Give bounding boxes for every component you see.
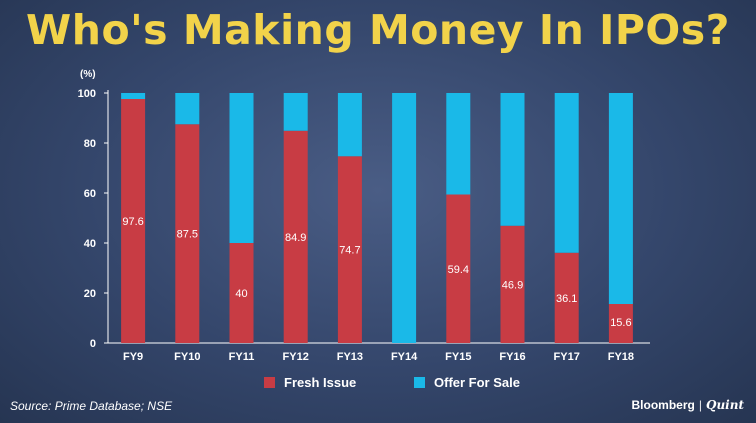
chart-title: Who's Making Money In IPOs? [26, 6, 730, 54]
brand-logo: Bloomberg | Quint [632, 398, 744, 412]
bar-offer-for-sale [500, 93, 525, 226]
x-tick-label: FY15 [445, 351, 471, 363]
data-label: 59.4 [448, 264, 469, 276]
x-tick-label: FY10 [174, 351, 200, 363]
x-tick-label: FY16 [499, 351, 525, 363]
data-label: 84.9 [285, 232, 306, 244]
legend-swatch-fresh-issue [264, 377, 275, 388]
bar-offer-for-sale [446, 93, 471, 195]
y-tick-label: 100 [78, 88, 96, 100]
brand-sub: Quint [705, 398, 744, 412]
bar-offer-for-sale [608, 93, 633, 304]
bar-offer-for-sale [229, 93, 254, 243]
bar-offer-for-sale [392, 93, 417, 343]
data-label: 87.5 [177, 229, 198, 241]
data-label: 74.7 [339, 245, 360, 257]
bar-fresh-issue [229, 243, 254, 343]
legend-swatch-offer-for-sale [414, 377, 425, 388]
bar-offer-for-sale [283, 93, 308, 131]
bar-fresh-issue [500, 225, 525, 343]
y-tick-label: 40 [84, 238, 96, 250]
bar-fresh-issue [446, 194, 471, 343]
bar-fresh-issue [608, 304, 633, 343]
data-label: 40 [235, 288, 247, 300]
y-axis-unit: (%) [80, 69, 96, 80]
legend-label-fresh-issue: Fresh Issue [284, 375, 356, 390]
bar-fresh-issue [283, 130, 308, 343]
brand-separator: | [698, 398, 702, 412]
data-label: 15.6 [610, 317, 631, 329]
data-label: 97.6 [122, 216, 143, 228]
x-tick-label: FY9 [123, 351, 143, 363]
y-tick-label: 0 [90, 338, 96, 350]
x-tick-label: FY12 [283, 351, 309, 363]
data-label: 46.9 [502, 279, 523, 291]
source-note: Source: Prime Database; NSE [10, 399, 173, 413]
y-tick-label: 80 [84, 138, 96, 150]
y-tick-label: 60 [84, 188, 96, 200]
bar-offer-for-sale [337, 93, 362, 157]
x-tick-label: FY18 [608, 351, 634, 363]
bar-offer-for-sale [175, 93, 200, 125]
bar-offer-for-sale [121, 93, 146, 99]
bar-fresh-issue [121, 99, 146, 343]
legend-label-offer-for-sale: Offer For Sale [434, 375, 520, 390]
bar-fresh-issue [554, 252, 579, 343]
y-tick-label: 20 [84, 288, 96, 300]
data-label: 36.1 [556, 293, 577, 305]
bar-fresh-issue [337, 156, 362, 343]
bar-offer-for-sale [554, 93, 579, 253]
bar-fresh-issue [175, 124, 200, 343]
x-tick-label: FY11 [229, 351, 255, 363]
x-tick-label: FY17 [554, 351, 580, 363]
brand-name: Bloomberg [631, 398, 695, 412]
x-tick-label: FY13 [337, 351, 363, 363]
x-tick-label: FY14 [391, 351, 418, 363]
